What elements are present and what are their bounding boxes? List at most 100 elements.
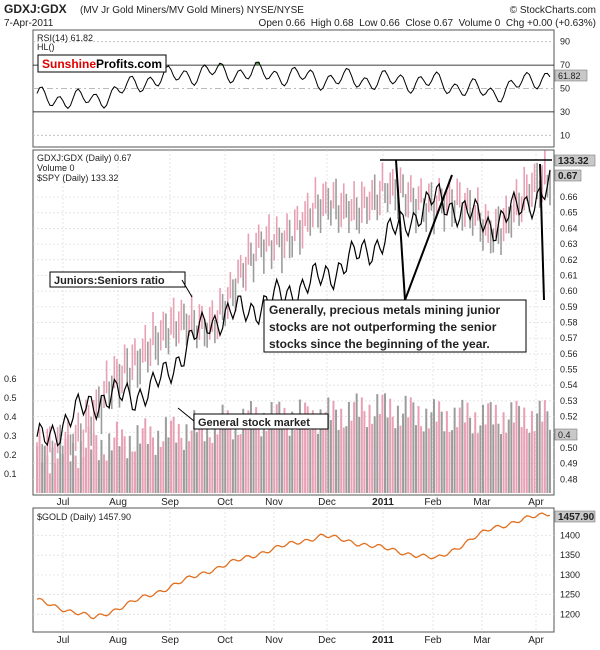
volume-bar: [396, 405, 399, 493]
volume-bar: [203, 441, 206, 493]
volume-bar: [456, 427, 459, 493]
price-tick-label: 0.48: [560, 474, 578, 484]
volume-bar: [386, 417, 389, 493]
volume-bar: [466, 402, 469, 493]
volume-bar: [384, 393, 387, 493]
volume-bar: [268, 424, 271, 493]
volume-bar: [242, 408, 245, 493]
volume-bar: [177, 423, 180, 493]
price-tick-label: 0.62: [560, 255, 578, 265]
volume-bar: [520, 427, 523, 493]
volume-bar: [371, 423, 374, 493]
volume-bar: [231, 439, 234, 493]
volume-bar: [489, 402, 492, 493]
volume-bar: [427, 428, 430, 493]
volume-bar: [518, 406, 521, 493]
volume-bar: [512, 422, 515, 493]
volume-bar: [306, 406, 309, 493]
volume-bar: [275, 404, 278, 493]
rsi-tick-label: 50: [560, 84, 570, 94]
volume-bar: [252, 425, 255, 493]
volume-bar: [474, 412, 477, 493]
gold-month-label: Sep: [161, 635, 179, 646]
volume-bar: [461, 399, 464, 493]
volume-bar: [257, 419, 260, 493]
note-box: [263, 299, 527, 353]
volume-bar: [195, 432, 198, 493]
volume-bar: [538, 400, 541, 493]
volume-bar: [291, 411, 294, 493]
volume-bar: [298, 399, 301, 493]
volume-bar: [327, 397, 330, 493]
volume-bar: [159, 447, 162, 493]
copyright: © StockCharts.com: [510, 5, 596, 16]
volume-bar: [273, 422, 276, 493]
close-tag: [554, 169, 582, 182]
price-tick-label: 0.64: [560, 223, 578, 233]
volume-bar: [505, 432, 508, 493]
volume-bar: [476, 433, 479, 493]
volume-bar: [141, 428, 144, 493]
volume-bar: [170, 420, 173, 493]
volume-bar: [128, 435, 131, 493]
pointer-line-1: [395, 159, 406, 301]
volume-bar: [41, 462, 44, 493]
volume-tag: [554, 428, 578, 441]
rsi-tick-label: 10: [560, 130, 570, 140]
volume-bar: [48, 473, 51, 493]
volume-bar: [417, 406, 420, 493]
volume-bar: [523, 407, 526, 493]
volume-bar: [471, 433, 474, 493]
volume-bar: [288, 435, 291, 493]
volume-bar: [533, 431, 536, 493]
volume-bar: [322, 427, 325, 493]
volume-bar: [435, 421, 438, 493]
rsi-tick-label: 70: [560, 60, 570, 70]
gold-last-value: 1457.90: [558, 512, 595, 523]
price-tick-label: 0.61: [560, 270, 578, 280]
volume-bar: [133, 451, 136, 493]
volume-bar: [432, 399, 435, 493]
volume-bar: [487, 403, 490, 493]
volume-bar: [154, 454, 157, 493]
month-label: 2011: [372, 497, 394, 508]
volume-bar: [84, 447, 87, 493]
volume-bar: [280, 426, 283, 493]
volume-tick-label: 0.1: [4, 469, 17, 479]
price-tick-label: 0.65: [560, 208, 578, 218]
volume-bar: [530, 411, 533, 493]
price-tick-label: 0.55: [560, 365, 578, 375]
volume-bar: [422, 431, 425, 493]
volume-bar: [100, 439, 103, 493]
gold-line: [36, 512, 551, 620]
volume-bar: [283, 407, 286, 493]
legend-ratio: GDXJ:GDX (Daily) 0.67: [37, 153, 132, 163]
chart-description: (MV Jr Gold Miners/MV Gold Miners) NYSE/…: [80, 5, 304, 16]
volume-bar: [360, 397, 363, 493]
volume-bar: [139, 443, 142, 493]
volume-bar: [546, 411, 549, 493]
volume-bar: [494, 404, 497, 493]
gold-month-label: Mar: [473, 635, 491, 646]
price-tick-label: 0.59: [560, 302, 578, 312]
volume-bar: [146, 444, 149, 493]
month-label: Feb: [424, 497, 442, 508]
gold-month-label: Nov: [265, 635, 283, 646]
month-label: Oct: [217, 497, 233, 508]
volume-bar: [162, 441, 165, 493]
volume-bar: [340, 408, 343, 493]
gold-tick-label: 1350: [560, 550, 580, 560]
price-tick-label: 0.58: [560, 318, 578, 328]
volume-bar: [402, 413, 405, 493]
volume-bar: [54, 463, 57, 493]
rsi-tick-label: 30: [560, 107, 570, 117]
volume-bar: [443, 431, 446, 493]
volume-bar: [193, 410, 196, 493]
volume-bar: [536, 413, 539, 493]
volume-bar: [206, 421, 209, 493]
volume-bar: [262, 412, 265, 493]
volume-bar: [407, 417, 410, 493]
volume-bar: [221, 404, 224, 493]
volume-bar: [108, 433, 111, 493]
volume-bar: [164, 417, 167, 493]
